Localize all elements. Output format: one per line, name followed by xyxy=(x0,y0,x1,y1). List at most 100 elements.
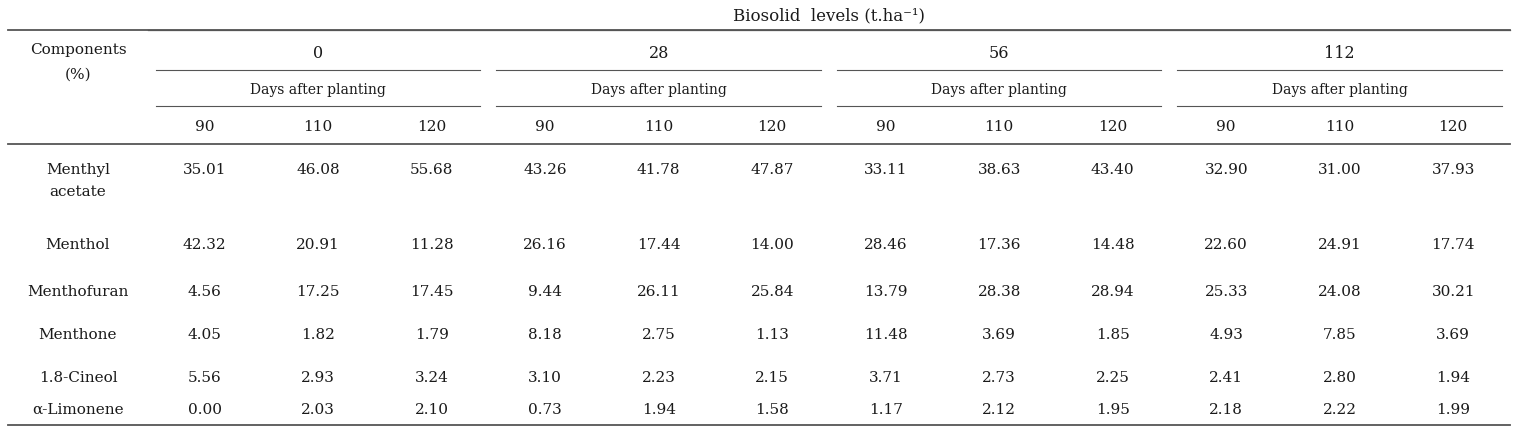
Text: 0: 0 xyxy=(313,44,323,61)
Text: 5.56: 5.56 xyxy=(188,371,221,385)
Text: 38.63: 38.63 xyxy=(977,163,1021,177)
Text: 20.91: 20.91 xyxy=(296,238,340,252)
Text: 2.12: 2.12 xyxy=(981,403,1016,417)
Text: Menthone: Menthone xyxy=(39,328,117,342)
Text: 3.24: 3.24 xyxy=(414,371,449,385)
Text: 110: 110 xyxy=(645,120,674,134)
Text: (%): (%) xyxy=(65,68,91,82)
Text: 120: 120 xyxy=(757,120,787,134)
Text: 1.85: 1.85 xyxy=(1095,328,1130,342)
Text: 47.87: 47.87 xyxy=(751,163,793,177)
Text: 112: 112 xyxy=(1324,44,1355,61)
Text: Days after planting: Days after planting xyxy=(250,83,387,97)
Text: 1.13: 1.13 xyxy=(755,328,789,342)
Text: 17.74: 17.74 xyxy=(1432,238,1475,252)
Text: 1.94: 1.94 xyxy=(1437,371,1470,385)
Text: 33.11: 33.11 xyxy=(865,163,907,177)
Text: Days after planting: Days after planting xyxy=(931,83,1066,97)
Text: 17.25: 17.25 xyxy=(296,285,340,299)
Text: 0.73: 0.73 xyxy=(528,403,563,417)
Text: 17.36: 17.36 xyxy=(977,238,1021,252)
Text: Menthofuran: Menthofuran xyxy=(27,285,129,299)
Text: 1.17: 1.17 xyxy=(869,403,903,417)
Text: 28.46: 28.46 xyxy=(865,238,907,252)
Text: 11.28: 11.28 xyxy=(410,238,454,252)
Text: 90: 90 xyxy=(875,120,895,134)
Text: 1.79: 1.79 xyxy=(414,328,449,342)
Text: Days after planting: Days after planting xyxy=(1271,83,1408,97)
Text: 4.05: 4.05 xyxy=(188,328,221,342)
Text: 2.41: 2.41 xyxy=(1209,371,1244,385)
Text: 43.26: 43.26 xyxy=(523,163,567,177)
Text: 14.00: 14.00 xyxy=(751,238,793,252)
Text: 90: 90 xyxy=(1217,120,1236,134)
Text: 110: 110 xyxy=(303,120,332,134)
Text: 35.01: 35.01 xyxy=(184,163,226,177)
Text: 24.08: 24.08 xyxy=(1318,285,1362,299)
Text: 2.93: 2.93 xyxy=(302,371,335,385)
Text: Menthyl: Menthyl xyxy=(46,163,111,177)
Text: 26.16: 26.16 xyxy=(523,238,567,252)
Text: 41.78: 41.78 xyxy=(637,163,681,177)
Text: 25.84: 25.84 xyxy=(751,285,793,299)
Text: 17.45: 17.45 xyxy=(410,285,454,299)
Text: 28.94: 28.94 xyxy=(1091,285,1135,299)
Text: 4.93: 4.93 xyxy=(1209,328,1244,342)
Text: α-Limonene: α-Limonene xyxy=(32,403,124,417)
Text: 2.03: 2.03 xyxy=(302,403,335,417)
Text: 1.99: 1.99 xyxy=(1437,403,1470,417)
Text: 37.93: 37.93 xyxy=(1432,163,1475,177)
Text: 2.73: 2.73 xyxy=(983,371,1016,385)
Text: 17.44: 17.44 xyxy=(637,238,681,252)
Text: 13.79: 13.79 xyxy=(865,285,907,299)
Text: 31.00: 31.00 xyxy=(1318,163,1362,177)
Text: 2.10: 2.10 xyxy=(414,403,449,417)
Text: 7.85: 7.85 xyxy=(1323,328,1356,342)
Text: 25.33: 25.33 xyxy=(1204,285,1248,299)
Text: Biosolid  levels (t.ha⁻¹): Biosolid levels (t.ha⁻¹) xyxy=(733,7,925,25)
Text: acetate: acetate xyxy=(50,185,106,199)
Text: 28.38: 28.38 xyxy=(977,285,1021,299)
Text: 3.69: 3.69 xyxy=(1437,328,1470,342)
Text: 14.48: 14.48 xyxy=(1091,238,1135,252)
Text: 2.18: 2.18 xyxy=(1209,403,1244,417)
Text: 2.15: 2.15 xyxy=(755,371,789,385)
Text: 1.8-Cineol: 1.8-Cineol xyxy=(39,371,117,385)
Text: 42.32: 42.32 xyxy=(184,238,226,252)
Text: Components: Components xyxy=(30,43,126,57)
Text: 32.90: 32.90 xyxy=(1204,163,1248,177)
Text: 28: 28 xyxy=(649,44,669,61)
Text: 4.56: 4.56 xyxy=(188,285,221,299)
Text: 24.91: 24.91 xyxy=(1318,238,1362,252)
Text: 11.48: 11.48 xyxy=(865,328,907,342)
Text: 3.71: 3.71 xyxy=(869,371,903,385)
Text: Menthol: Menthol xyxy=(46,238,111,252)
Text: 9.44: 9.44 xyxy=(528,285,563,299)
Text: Days after planting: Days after planting xyxy=(590,83,727,97)
Text: 2.25: 2.25 xyxy=(1095,371,1130,385)
Text: 110: 110 xyxy=(1326,120,1355,134)
Text: 120: 120 xyxy=(1438,120,1468,134)
Text: 1.82: 1.82 xyxy=(302,328,335,342)
Text: 22.60: 22.60 xyxy=(1204,238,1248,252)
Text: 3.69: 3.69 xyxy=(983,328,1016,342)
Text: 56: 56 xyxy=(989,44,1009,61)
Text: 46.08: 46.08 xyxy=(296,163,340,177)
Text: 3.10: 3.10 xyxy=(528,371,563,385)
Text: 2.22: 2.22 xyxy=(1323,403,1356,417)
Text: 2.75: 2.75 xyxy=(642,328,675,342)
Text: 0.00: 0.00 xyxy=(188,403,221,417)
Text: 43.40: 43.40 xyxy=(1091,163,1135,177)
Text: 90: 90 xyxy=(196,120,214,134)
Text: 120: 120 xyxy=(1098,120,1127,134)
Text: 2.23: 2.23 xyxy=(642,371,675,385)
Text: 30.21: 30.21 xyxy=(1432,285,1475,299)
Text: 1.95: 1.95 xyxy=(1095,403,1130,417)
Text: 2.80: 2.80 xyxy=(1323,371,1356,385)
Text: 55.68: 55.68 xyxy=(410,163,454,177)
Text: 110: 110 xyxy=(985,120,1013,134)
Text: 1.58: 1.58 xyxy=(755,403,789,417)
Text: 8.18: 8.18 xyxy=(528,328,563,342)
Text: 1.94: 1.94 xyxy=(642,403,675,417)
Text: 26.11: 26.11 xyxy=(637,285,681,299)
